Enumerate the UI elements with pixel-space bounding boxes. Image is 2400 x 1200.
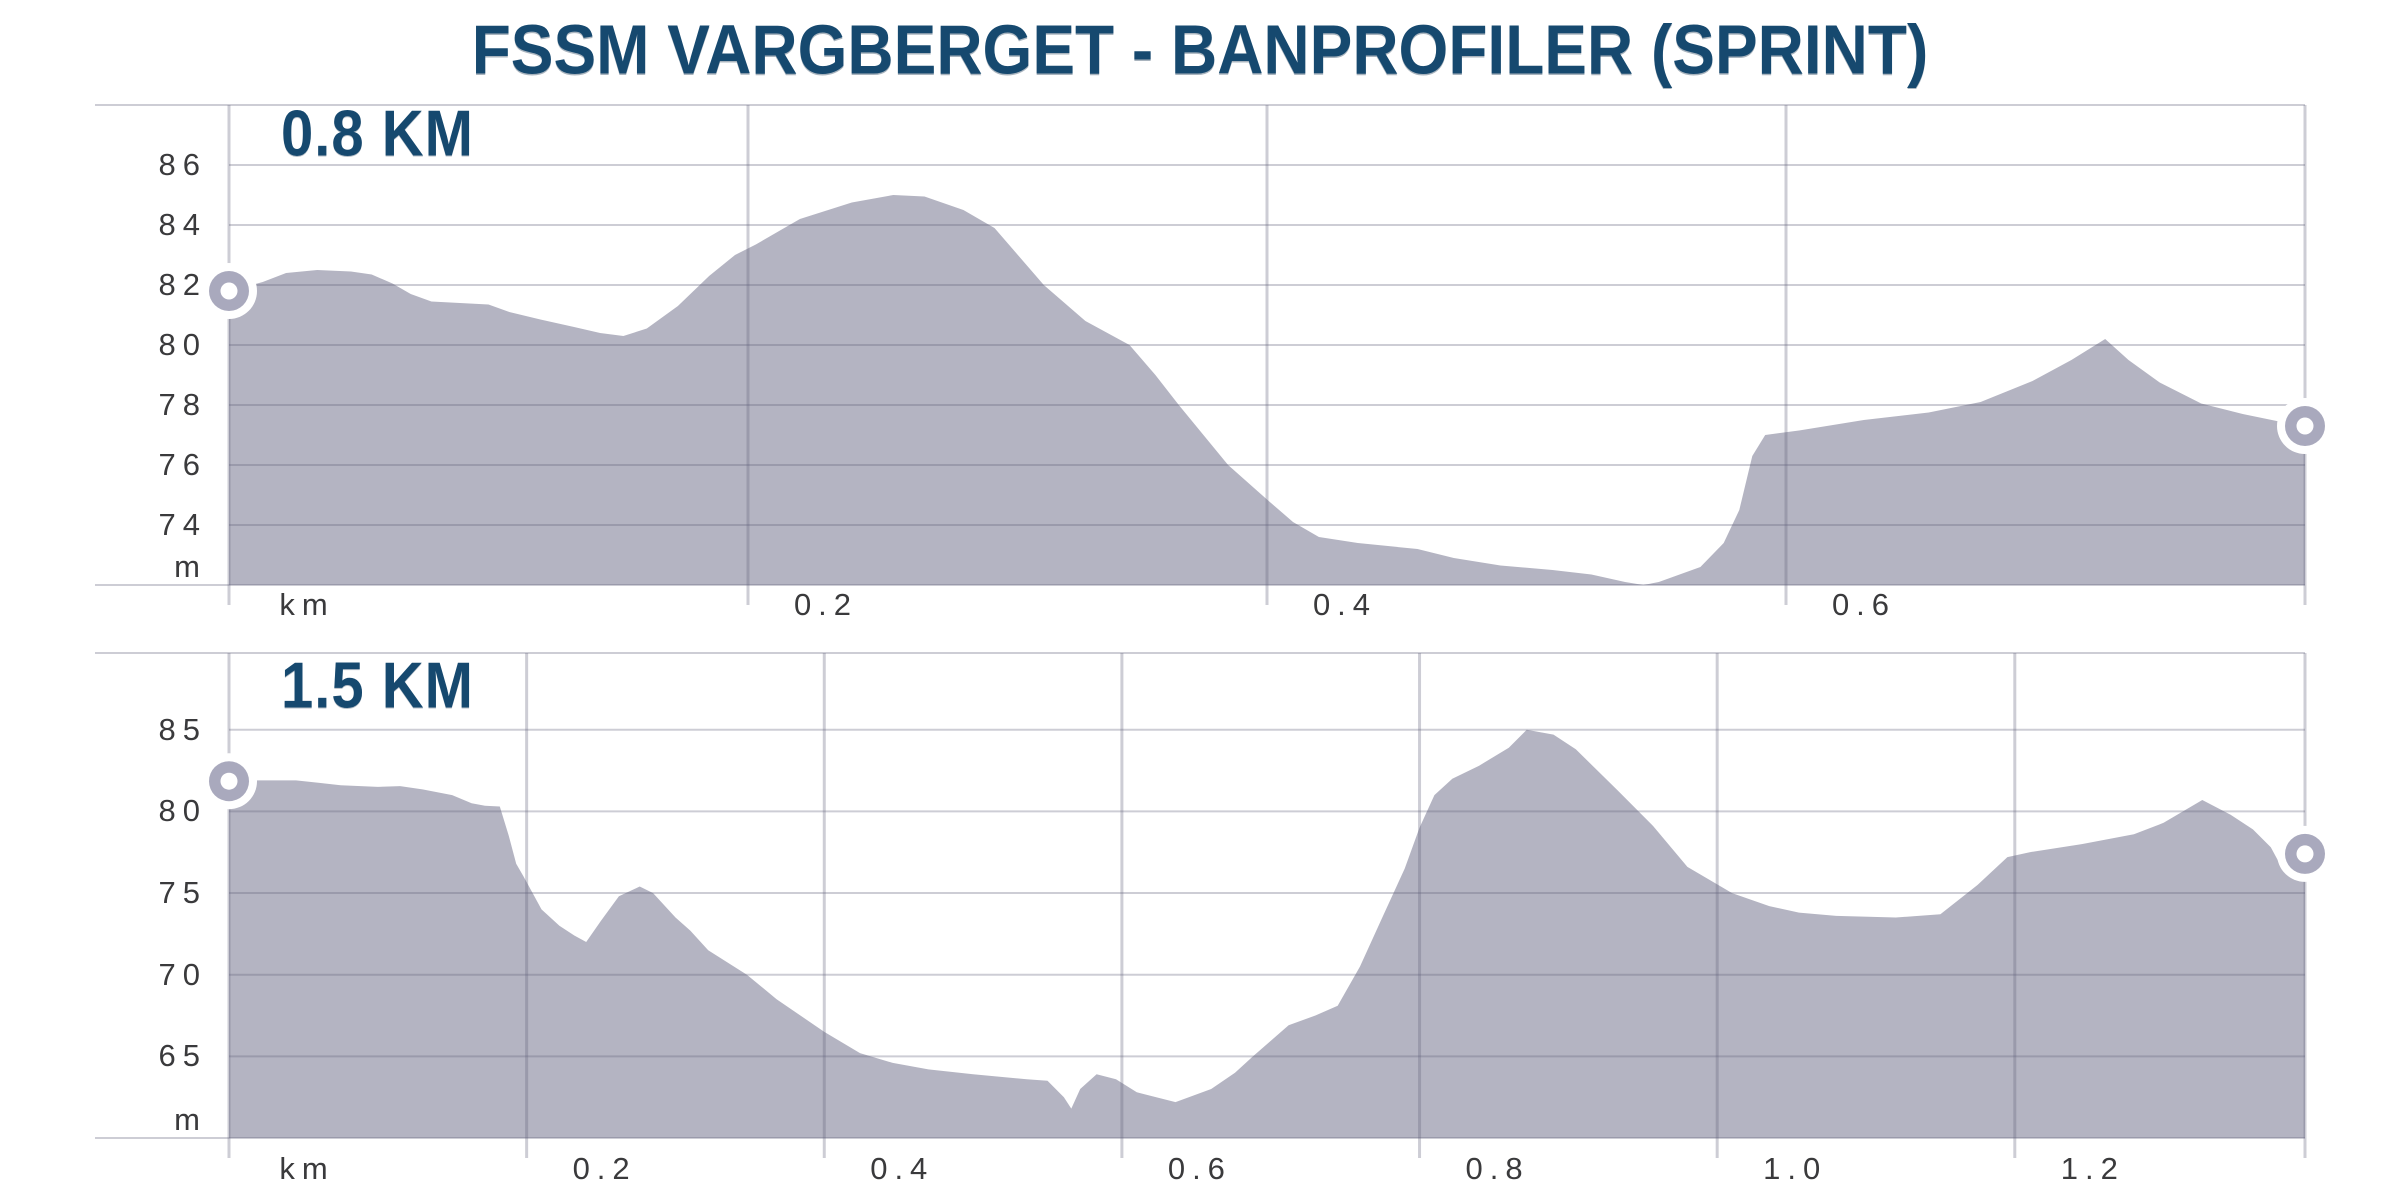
y-axis-tick-label: 80 xyxy=(158,793,207,829)
x-axis-tick-label: 1.2 xyxy=(2060,1151,2125,1186)
x-axis-tick-label: km xyxy=(279,1151,335,1186)
elevation-area-series xyxy=(229,729,2305,1138)
y-axis-tick-label: m xyxy=(174,1102,207,1137)
end-marker xyxy=(2277,825,2333,882)
elevation-profile-chart-0-8km xyxy=(95,104,2333,605)
y-axis-tick-label: 82 xyxy=(158,267,207,302)
y-axis-tick-label: m xyxy=(174,549,207,584)
start-marker xyxy=(201,263,257,319)
x-axis-tick-label: 0.6 xyxy=(1831,587,1897,622)
y-axis-tick-label: 78 xyxy=(158,387,207,422)
y-axis-tick-label: 65 xyxy=(158,1038,207,1074)
x-axis-tick-label: 0.2 xyxy=(572,1151,637,1186)
y-axis-tick-label: 74 xyxy=(158,507,207,542)
y-axis-tick-label: 85 xyxy=(158,711,207,747)
end-marker xyxy=(2277,398,2333,454)
y-axis-tick-label: 86 xyxy=(158,147,207,182)
elevation-area-series xyxy=(229,195,2305,585)
x-axis-tick-label: 0.4 xyxy=(870,1151,935,1186)
y-axis-tick-label: 80 xyxy=(158,327,207,362)
y-axis-tick-label: 70 xyxy=(158,956,207,992)
elevation-profile-chart-1-5km xyxy=(95,652,2333,1158)
y-axis-tick-label: 75 xyxy=(158,875,207,911)
start-marker xyxy=(201,753,257,810)
x-axis-tick-label: 1.0 xyxy=(1763,1151,1828,1186)
x-axis-tick-label: 0.6 xyxy=(1167,1151,1232,1186)
y-axis-tick-label: 76 xyxy=(158,447,207,482)
chart-title-0-8km: 0.8 KM xyxy=(281,97,474,170)
chart-title-1-5km: 1.5 KM xyxy=(281,649,474,722)
x-axis-tick-label: 0.2 xyxy=(793,587,859,622)
x-axis-tick-label: 0.4 xyxy=(1312,587,1378,622)
page-title: FSSM VARGBERGET - BANPROFILER (SPRINT) xyxy=(471,11,1929,89)
y-axis-tick-label: 84 xyxy=(158,207,207,242)
x-axis-tick-label: km xyxy=(279,587,335,622)
x-axis-tick-label: 0.8 xyxy=(1465,1151,1530,1186)
